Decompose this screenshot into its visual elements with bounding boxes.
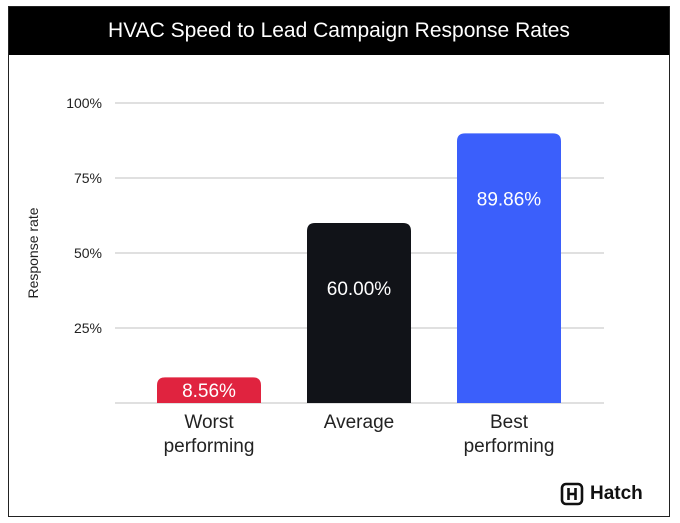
x-tick-label: performing [464, 436, 555, 457]
bar [457, 133, 561, 404]
bar [157, 377, 261, 403]
chart-title: HVAC Speed to Lead Campaign Response Rat… [108, 19, 570, 42]
y-tick-label: 75% [74, 170, 102, 186]
hatch-logo: Hatch [560, 482, 643, 506]
bar-value-label: 89.86% [477, 189, 542, 210]
bar [307, 223, 411, 403]
chart-title-bar: HVAC Speed to Lead Campaign Response Rat… [9, 7, 669, 55]
y-tick-label: 100% [66, 95, 102, 111]
x-tick-label: Average [324, 412, 394, 433]
x-tick-label: Best [490, 412, 529, 433]
y-tick-label: 25% [74, 320, 102, 336]
bar-value-label: 60.00% [327, 279, 392, 300]
y-axis-label: Response rate [25, 207, 41, 298]
y-tick-label: 50% [74, 245, 102, 261]
hatch-h-logo-icon [560, 482, 584, 506]
x-tick-label: Worst [184, 412, 234, 433]
brand-name: Hatch [590, 483, 643, 504]
x-tick-label: performing [164, 436, 255, 457]
bar-value-label: 8.56% [182, 381, 236, 402]
